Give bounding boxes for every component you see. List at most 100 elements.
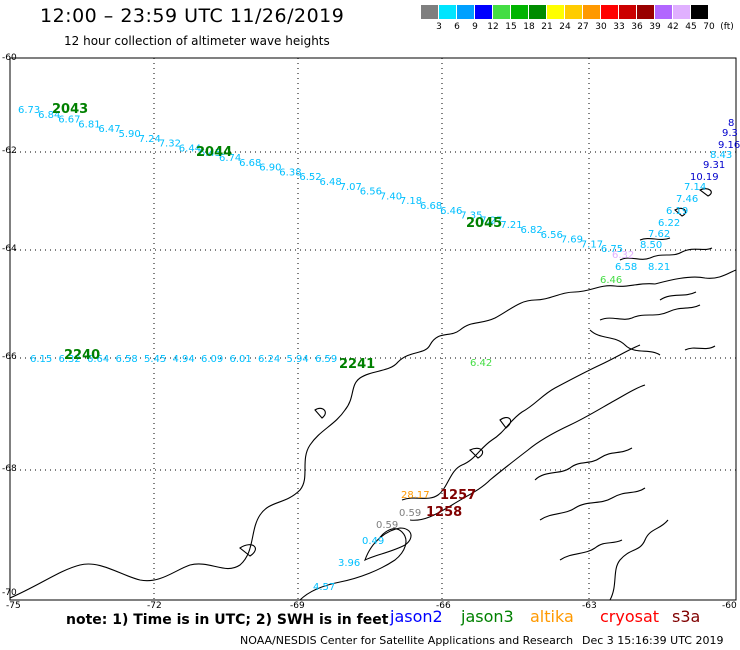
wave-height-label: 8 (728, 118, 734, 129)
lat-label: -62 (2, 146, 17, 156)
wave-height-label: 6.38 (279, 167, 301, 178)
legend-unit: (ft) (720, 22, 734, 32)
wave-height-label: 6.44 (179, 143, 201, 154)
legend-swatch (529, 5, 546, 19)
wave-height-label: 6.90 (259, 163, 281, 174)
wave-height-label: 7.21 (500, 220, 522, 231)
wave-height-label: 7.14 (684, 182, 706, 193)
wave-height-label: 6.42 (470, 358, 492, 369)
legend-swatch (619, 5, 636, 19)
wave-height-label: 6.32 (59, 354, 81, 365)
lon-label: -63 (582, 601, 597, 611)
wave-height-label: 6.64 (87, 354, 109, 365)
legend-label: 30 (595, 22, 607, 32)
lon-label: -75 (6, 601, 21, 611)
legend-label: 39 (649, 22, 661, 32)
wave-height-label: 7.69 (561, 235, 583, 246)
legend-swatch (457, 5, 474, 19)
wave-height-label: 9.16 (718, 140, 740, 151)
wave-height-label: 4.57 (313, 582, 335, 593)
pass-label: 2044 (196, 145, 232, 160)
legend-swatch (439, 5, 456, 19)
wave-height-label: 6.58 (615, 262, 637, 273)
legend-swatch (583, 5, 600, 19)
lat-label: -66 (2, 352, 17, 362)
wave-height-label: 10.19 (690, 172, 719, 183)
track-value-labels: 6.736.846.676.816.475.907.247.326.446.45… (18, 105, 740, 593)
lon-label: -69 (290, 601, 305, 611)
legend-label: 42 (667, 22, 679, 32)
legend-swatch (691, 5, 708, 19)
wave-height-label: 7.40 (380, 191, 402, 202)
legend-label: 3 (436, 22, 442, 32)
legend-label: 70 (703, 22, 715, 32)
map-subtitle: 12 hour collection of altimeter wave hei… (64, 34, 330, 48)
wave-height-label: 9.3 (722, 128, 738, 139)
lon-label: -60 (722, 601, 737, 611)
wave-height-label: 6.67 (58, 115, 80, 126)
pass-label: 2043 (52, 102, 88, 117)
wave-height-label: 8.43 (710, 150, 732, 161)
pass-label: 1257 (440, 488, 476, 503)
legend-swatch (565, 5, 582, 19)
wave-height-label: 7.27 (480, 215, 502, 226)
wave-height-label: 6.24 (258, 354, 280, 365)
legend-swatch (673, 5, 690, 19)
satellite-jason2: jason2 (390, 607, 443, 626)
wave-height-label: 6.19 (666, 206, 688, 217)
legend-swatch (475, 5, 492, 19)
legend-swatch (493, 5, 510, 19)
wave-height-label: 6.09 (201, 354, 223, 365)
wave-height-label: 0.59 (376, 520, 398, 531)
wave-height-label: 8.50 (640, 240, 662, 251)
wave-height-label: 7.62 (648, 229, 670, 240)
wave-height-label: 6.32 (612, 250, 634, 261)
wave-height-label: 5.45 (144, 354, 166, 365)
graticule (10, 58, 736, 600)
legend-label: 33 (613, 22, 625, 32)
wave-height-label: 0.59 (399, 508, 421, 519)
legend-label: 9 (472, 22, 478, 32)
pass-labels: 2043 2044 2045 2240 2241 1257 1258 (52, 102, 502, 520)
legend-label: 36 (631, 22, 643, 32)
legend-swatch (637, 5, 654, 19)
legend-swatch (547, 5, 564, 19)
wave-height-label: 7.32 (159, 139, 181, 150)
wave-height-label: 6.82 (521, 225, 543, 236)
wave-height-label: 6.56 (541, 230, 563, 241)
satellite-cryosat: cryosat (600, 607, 660, 626)
wave-height-label: 6.46 (440, 206, 462, 217)
legend-label: 45 (685, 22, 697, 32)
wave-height-label: 6.52 (299, 172, 321, 183)
lon-label: -66 (436, 601, 451, 611)
footer-credit: NOAA/NESDIS Center for Satellite Applica… (240, 634, 574, 647)
wave-height-label: 6.68 (420, 201, 442, 212)
wave-height-label: 28.17 (401, 490, 430, 501)
map-frame (9, 57, 737, 601)
wave-height-label: 7.17 (581, 239, 603, 250)
wave-height-label: 5.90 (119, 129, 141, 140)
wave-height-label: 6.59 (315, 354, 337, 365)
legend-label: 18 (523, 22, 535, 32)
wave-height-label: 9.31 (703, 160, 725, 171)
wave-height-label: 6.56 (360, 187, 382, 198)
lat-label: -68 (2, 464, 17, 474)
wave-height-label: 7.24 (139, 134, 161, 145)
lat-label: -64 (2, 244, 17, 254)
wave-height-label: 6.58 (116, 354, 138, 365)
legend-label: 6 (454, 22, 460, 32)
wave-height-label: 6.74 (219, 153, 241, 164)
footer-timestamp: Dec 3 15:16:39 UTC 2019 (582, 634, 724, 647)
pass-label: 1258 (426, 505, 462, 520)
wave-height-label: 8.21 (648, 262, 670, 273)
pass-label: 2241 (339, 357, 375, 372)
wave-height-label: 6.68 (239, 158, 261, 169)
wave-height-label: 6.45 (199, 148, 221, 159)
legend-label: 15 (505, 22, 517, 32)
wave-height-label: 7.07 (340, 182, 362, 193)
wave-height-label: 6.81 (78, 119, 100, 130)
legend-swatch (655, 5, 672, 19)
lat-label: -60 (2, 53, 17, 63)
wave-height-label: 7.35 (460, 211, 482, 222)
